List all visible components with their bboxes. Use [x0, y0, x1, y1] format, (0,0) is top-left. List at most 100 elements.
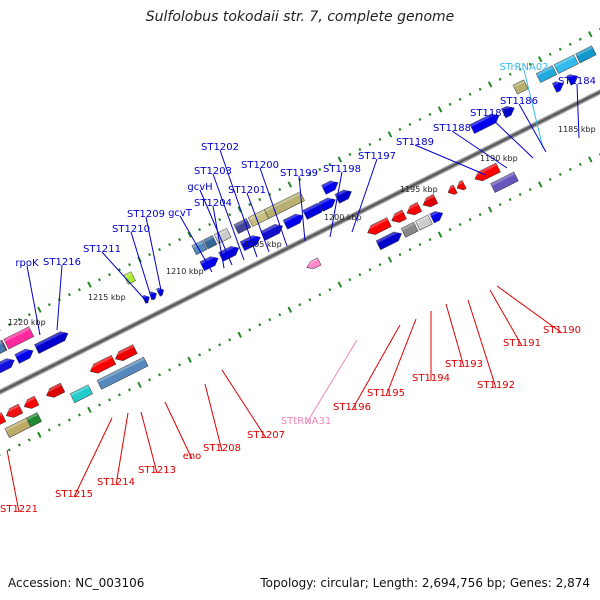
reverse-gene-label-leader — [467, 299, 497, 389]
reverse-ruler-tick — [47, 428, 51, 432]
forward-gene-label-leader — [523, 69, 544, 149]
reverse-gene-label: ST1193 — [445, 359, 483, 370]
reverse-ruler-tick — [237, 331, 242, 338]
reverse-ruler-tick — [478, 212, 482, 217]
reverse-ruler-tick — [528, 187, 532, 192]
reverse-ruler-tick — [448, 228, 452, 232]
forward-gene-gloss — [512, 79, 525, 88]
reverse-gene — [404, 202, 423, 216]
forward-ruler-tick — [437, 106, 443, 113]
forward-gene-gloss — [536, 65, 554, 77]
reverse-gene-shape — [5, 403, 24, 418]
reverse-ruler-tick — [298, 303, 302, 307]
forward-ruler-tick — [558, 47, 562, 51]
forward-gene — [199, 253, 219, 272]
reverse-gene-label-leader — [351, 324, 401, 411]
forward-ruler-tick — [308, 172, 312, 177]
reverse-gene-shape — [447, 184, 458, 195]
forward-gene-gloss — [34, 328, 67, 348]
reverse-ruler-tick — [137, 381, 142, 388]
reverse-gene-gloss — [446, 184, 455, 191]
forward-gene — [239, 232, 261, 252]
forward-ruler-tick — [128, 263, 131, 267]
reverse-gene — [455, 180, 467, 191]
map-title: Sulfolobus tokodaii str. 7, complete gen… — [145, 9, 455, 25]
reverse-gene-label: eno — [183, 451, 202, 462]
forward-gene-label-leader — [518, 103, 547, 153]
forward-gene — [3, 326, 35, 350]
reverse-ruler-tick — [187, 356, 192, 363]
forward-gene-gloss — [302, 200, 324, 213]
forward-gene — [334, 187, 352, 204]
forward-gene-gloss — [218, 243, 238, 255]
forward-ruler-tick — [17, 318, 21, 322]
forward-gene-gloss — [203, 235, 214, 243]
forward-gene-shape — [321, 180, 339, 195]
forward-gene-label: ST1199 — [280, 168, 318, 179]
forward-ruler-tick — [208, 223, 212, 227]
forward-ruler-tick — [408, 122, 412, 126]
reverse-ruler-tick — [368, 268, 372, 272]
reverse-gene-label-leader — [305, 339, 358, 425]
reverse-gene-gloss — [429, 208, 442, 217]
forward-gene — [0, 340, 7, 357]
reverse-ruler-tick — [108, 398, 111, 402]
forward-gene-label: ST1198 — [323, 164, 361, 175]
forward-gene-label: gcvT — [168, 208, 193, 219]
forward-gene — [203, 235, 218, 250]
reverse-gene-gloss — [26, 412, 39, 421]
forward-gene — [123, 271, 136, 285]
forward-gene — [213, 227, 232, 244]
forward-gene-label-leader — [259, 167, 288, 247]
forward-gene-shape — [0, 358, 15, 375]
reverse-gene-shape — [96, 356, 149, 390]
forward-gene-label: ST1204 — [194, 198, 232, 209]
forward-ruler-tick — [478, 87, 482, 91]
forward-ruler-tick — [87, 281, 92, 288]
reverse-gene-shape — [456, 180, 467, 191]
reverse-gene-gloss — [70, 384, 90, 397]
forward-gene-gloss — [156, 286, 163, 292]
forward-gene-shape — [551, 81, 564, 93]
reverse-gene-gloss — [420, 194, 435, 204]
forward-gene-gloss — [470, 111, 499, 128]
forward-ruler-tick — [518, 67, 522, 71]
forward-gene-shape — [334, 189, 352, 204]
reverse-ruler-tick — [268, 318, 272, 322]
forward-gene-shape — [566, 74, 579, 86]
forward-gene-gloss — [501, 103, 514, 112]
reverse-ruler-tick — [418, 243, 422, 247]
reverse-gene-label: ST1215 — [55, 489, 93, 500]
forward-gene — [321, 178, 339, 195]
forward-gene-label: ST1201 — [228, 185, 266, 196]
forward-gene-shape — [318, 197, 336, 212]
forward-gene-shape — [149, 291, 157, 301]
reverse-ruler-tick — [487, 206, 493, 213]
forward-gene — [34, 328, 69, 354]
reverse-ruler-tick — [468, 217, 472, 222]
forward-gene-gloss — [283, 211, 303, 223]
reverse-gene — [4, 417, 32, 438]
forward-ruler-tick — [237, 206, 242, 213]
forward-gene — [500, 103, 515, 119]
forward-gene — [551, 78, 564, 93]
reverse-gene-label: ST1214 — [97, 477, 135, 488]
forward-gene-label-leader — [145, 216, 163, 296]
reverse-gene-shape — [367, 217, 392, 235]
forward-gene-shape — [239, 235, 261, 252]
forward-gene-label-leader — [298, 175, 306, 242]
reverse-gene-label: ST1194 — [412, 373, 450, 384]
reverse-gene — [415, 214, 433, 231]
forward-ruler-tick — [378, 137, 382, 141]
reverse-gene-shape — [375, 231, 402, 251]
forward-gene-gloss — [123, 271, 133, 278]
reverse-ruler-tick — [57, 423, 61, 427]
forward-ruler-tick — [148, 253, 151, 257]
reverse-gene-label: ST1207 — [247, 430, 285, 441]
forward-gene-label: ST1197 — [358, 151, 396, 162]
reverse-ruler-tick — [387, 256, 393, 263]
reverse-gene-label: ST1192 — [477, 380, 515, 391]
forward-gene-label-leader — [26, 265, 41, 336]
kbp-label: 1215 kbp — [88, 293, 126, 302]
forward-ruler-tick — [47, 303, 51, 307]
